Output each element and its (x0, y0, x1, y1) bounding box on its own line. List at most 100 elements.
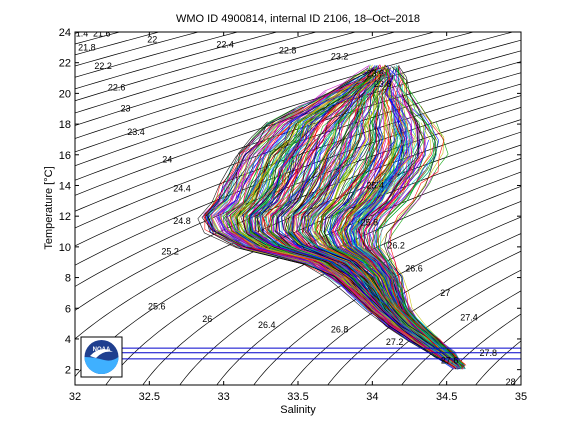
profile-line (306, 79, 459, 369)
x-axis: 32 32.5 33 33.5 34 34.5 35 (69, 32, 527, 403)
profile-line (201, 68, 455, 368)
isopycnal-label: 26.2 (387, 240, 405, 250)
x-tick-label: 32.5 (139, 391, 160, 403)
profile-line (323, 126, 460, 367)
profile-line (320, 69, 462, 367)
isopycnal-line (75, 32, 397, 126)
isopycnal-label: 26.6 (405, 263, 423, 273)
x-tick-label: 35 (515, 391, 527, 403)
isopycnal-label: 27 (440, 288, 450, 298)
profile-line (215, 65, 455, 369)
y-tick-label: 22 (59, 58, 71, 70)
profile-line (233, 108, 458, 369)
noaa-logo: NOAA (80, 336, 123, 378)
isopycnal-label: 27.6 (441, 355, 459, 365)
profile-line (310, 125, 462, 367)
profile-line (354, 65, 462, 368)
isopycnal-label: 26.4 (258, 320, 276, 330)
isopycnal-line (290, 233, 521, 385)
isopycnal-line (75, 61, 521, 212)
profile-line (238, 167, 457, 369)
profile-line (291, 139, 458, 367)
isopycnal-label: 22.4 (216, 39, 234, 49)
isopycnal-label: 21.4 (71, 29, 89, 39)
isopycnal-label: 25.8 (361, 217, 379, 227)
y-tick-label: 18 (59, 119, 71, 131)
profile-line (205, 141, 454, 370)
isopycnal-label: 23.8 (374, 79, 392, 89)
profile-line (273, 76, 459, 368)
isopycnal-label: 22.2 (94, 61, 112, 71)
isopycnal-line (75, 32, 514, 167)
isopycnal-label: 25.2 (161, 247, 179, 257)
y-tick-label: 2 (65, 365, 71, 377)
isopycnal-label: 22.8 (279, 45, 297, 55)
reference-lines (95, 347, 521, 360)
isopycnal-line (75, 32, 436, 139)
profile-line (229, 124, 455, 368)
isopycnal-label: 27.8 (480, 348, 498, 358)
profile-line (362, 68, 465, 365)
isopycnal-label: 25.4 (367, 181, 385, 191)
isopycnal-label: 23 (120, 104, 130, 114)
y-tick-label: 16 (59, 150, 71, 162)
logo-text: NOAA (93, 347, 111, 353)
y-tick-label: 24 (59, 27, 71, 39)
plot-area: 21.4 21.6 21.8 22 22.2 22.4 22.6 22.8 23 23.2 23.4… (71, 29, 522, 386)
profile-line (347, 126, 463, 369)
profile-line (229, 79, 457, 368)
isopycnal-label: 25.6 (148, 302, 166, 312)
isopycnal-line (75, 50, 521, 196)
isopycnal-line (253, 216, 521, 385)
profile-line (372, 64, 466, 370)
isopycnal-line (327, 250, 521, 385)
isopycnal-label: 26 (202, 314, 212, 324)
profile-line (318, 109, 460, 368)
y-tick-label: 14 (59, 180, 71, 192)
profile-line (376, 67, 464, 368)
isopycnal-label: 23.6 (367, 68, 385, 78)
profile-line (384, 65, 464, 368)
isopycnal-label: 23.4 (127, 127, 145, 137)
x-axis-label: Salinity (280, 404, 316, 416)
profile-line (291, 69, 459, 365)
profile-line (336, 140, 462, 366)
y-tick-label: 8 (65, 273, 71, 285)
profile-lines (197, 64, 467, 370)
isopycnal-label: 22 (147, 35, 157, 45)
profile-line (246, 78, 458, 369)
profile-line (342, 108, 464, 369)
profile-line (329, 126, 463, 366)
x-tick-label: 34.5 (436, 391, 457, 403)
isopycnal-line (75, 131, 521, 340)
isopycnal-line (216, 200, 521, 385)
profile-line (259, 106, 459, 368)
x-tick-label: 32 (69, 391, 81, 403)
y-axis-label: Temperature [°C] (43, 166, 55, 249)
isopycnal-label: 27.4 (460, 313, 478, 323)
profile-line (328, 123, 462, 368)
logo-wave (84, 357, 119, 374)
profile-line (378, 67, 464, 369)
y-tick-label: 4 (65, 334, 71, 346)
chart-title: WMO ID 4900814, internal ID 2106, 18–Oct… (176, 13, 420, 25)
y-tick-label: 12 (59, 211, 71, 223)
isopycnal-line (401, 290, 521, 385)
logo-bird (90, 349, 113, 358)
isopycnal-line (75, 32, 318, 102)
isopycnal-label: 24.8 (173, 216, 191, 226)
isopycnal-label: 26.8 (331, 325, 349, 335)
isopycnal-line (75, 83, 521, 247)
isopycnal-label: 22.6 (108, 82, 126, 92)
isopycnal-label: 24 (162, 154, 172, 164)
isopycnal-line (75, 95, 521, 266)
y-tick-label: 20 (59, 88, 71, 100)
y-tick-label: 6 (65, 303, 71, 315)
isopycnal-labels: 21.4 21.6 21.8 22 22.2 22.4 22.6 22.8 23 23.2 23.4… (71, 29, 516, 385)
isopycnal-label: 23.2 (331, 52, 349, 62)
y-tick-label: 10 (59, 242, 71, 254)
isopycnal-line (75, 32, 475, 153)
x-tick-label: 34 (366, 391, 378, 403)
isopycnal-line (179, 185, 521, 385)
